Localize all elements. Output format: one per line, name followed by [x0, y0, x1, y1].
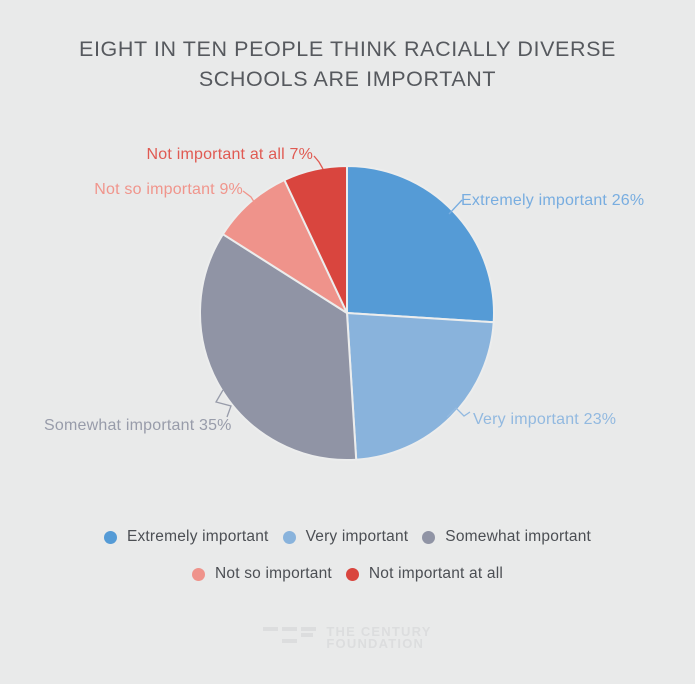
leader-line-very-important — [446, 407, 471, 418]
legend-row-1: Extremely important Very important Somew… — [103, 524, 591, 550]
legend-dot-not-important-at-all-icon — [345, 567, 359, 581]
legend-dot-extremely-important-icon — [103, 530, 117, 544]
legend-dot-very-important-icon — [282, 530, 296, 544]
logo-bar — [301, 633, 314, 637]
pie-slice-somewhat-important — [199, 233, 358, 461]
legend-item-somewhat-important: Somewhat important — [422, 524, 591, 550]
legend-item-not-so-important: Not so important — [191, 561, 332, 587]
leader-line-somewhat-important — [215, 389, 232, 418]
legend-label: Not important at all — [368, 565, 503, 582]
pie-slice-extremely-important — [346, 165, 495, 324]
pie-slice-very-important — [346, 312, 495, 461]
callout-not-so-important: Not so important 9% — [94, 181, 243, 198]
leader-line-extremely-important — [448, 199, 463, 215]
logo-bar — [301, 627, 317, 631]
callout-very-important: Very important 23% — [473, 411, 617, 428]
legend-label: Extremely important — [126, 528, 269, 545]
callout-extremely-important: Extremely important 26% — [461, 192, 645, 209]
legend-item-not-important-at-all: Not important at all — [345, 561, 503, 587]
century-foundation-logo: THE CENTURY FOUNDATION — [0, 624, 695, 651]
legend-item-extremely-important: Extremely important — [103, 524, 269, 550]
logo-bar — [263, 627, 279, 631]
legend-label: Somewhat important — [445, 528, 592, 545]
chart-title: EIGHT IN TEN PEOPLE THINK RACIALLY DIVER… — [0, 34, 695, 94]
leader-line-not-so-important — [242, 190, 257, 206]
legend-label: Very important — [305, 528, 409, 545]
logo-text-line2: FOUNDATION — [326, 636, 425, 651]
legend: Extremely important Very important Somew… — [0, 524, 695, 587]
leader-line-not-important-at-all — [313, 155, 324, 170]
logo-text-line1: THE CENTURY — [326, 624, 432, 639]
chart-title-line2: SCHOOLS ARE IMPORTANT — [198, 67, 497, 91]
chart-title-line1: EIGHT IN TEN PEOPLE THINK RACIALLY DIVER… — [79, 37, 616, 61]
pie-slice-not-so-important — [221, 179, 348, 314]
legend-label: Not so important — [214, 565, 332, 582]
pie-slice-not-important-at-all — [283, 165, 348, 314]
legend-dot-not-so-important-icon — [191, 567, 205, 581]
legend-row-2: Not so important Not important at all — [191, 561, 503, 587]
logo-text: THE CENTURY FOUNDATION — [326, 624, 432, 651]
logo-bar — [282, 639, 298, 643]
legend-item-very-important: Very important — [282, 524, 409, 550]
logo-bar — [282, 627, 298, 631]
century-foundation-logo-icon — [263, 627, 317, 644]
callout-somewhat-important: Somewhat important 35% — [44, 417, 232, 434]
callout-not-important-at-all: Not important at all 7% — [146, 146, 313, 163]
legend-dot-somewhat-important-icon — [422, 530, 436, 544]
